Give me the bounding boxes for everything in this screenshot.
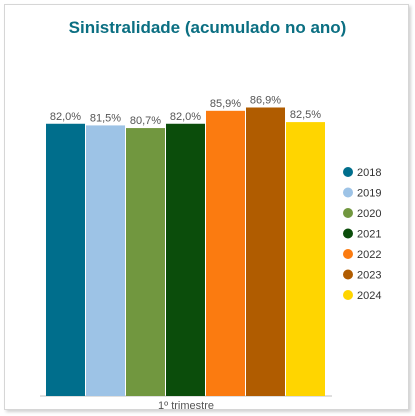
data-label-2024: 82,5% <box>290 109 321 121</box>
legend-label-2021: 2021 <box>357 229 381 241</box>
legend-marker-2021 <box>343 228 353 239</box>
data-label-2018: 82,0% <box>50 111 81 123</box>
bar-2022 <box>206 110 245 396</box>
legend-marker-2022 <box>343 249 353 259</box>
data-label-2021: 82,0% <box>170 111 201 123</box>
legend-marker-2024 <box>343 290 353 300</box>
legend-label-2018: 2018 <box>357 167 381 179</box>
legend-marker-2018 <box>343 167 353 177</box>
legend-label-2020: 2020 <box>357 208 381 220</box>
chart-title: Sinistralidade (acumulado no ano) <box>68 18 347 37</box>
data-label-2023: 86,9% <box>250 94 281 106</box>
data-label-2019: 81,5% <box>90 112 121 124</box>
bar-2023 <box>246 107 285 396</box>
legend-label-2022: 2022 <box>357 249 381 261</box>
legend-marker-2023 <box>343 269 353 280</box>
data-label-2020: 80,7% <box>130 115 161 127</box>
data-label-2022: 85,9% <box>210 98 241 110</box>
x-tick-label: 1º trimestre <box>158 400 214 412</box>
bar-2020 <box>126 128 165 397</box>
legend-label-2024: 2024 <box>357 290 381 302</box>
bar-2018 <box>46 123 85 396</box>
legend-marker-2019 <box>343 187 353 198</box>
bar-2024 <box>286 122 325 396</box>
legend-marker-2020 <box>343 208 353 218</box>
legend-label-2023: 2023 <box>357 270 381 282</box>
bar-2021 <box>166 123 205 396</box>
bar-2019 <box>86 125 125 397</box>
legend-label-2019: 2019 <box>357 188 381 200</box>
